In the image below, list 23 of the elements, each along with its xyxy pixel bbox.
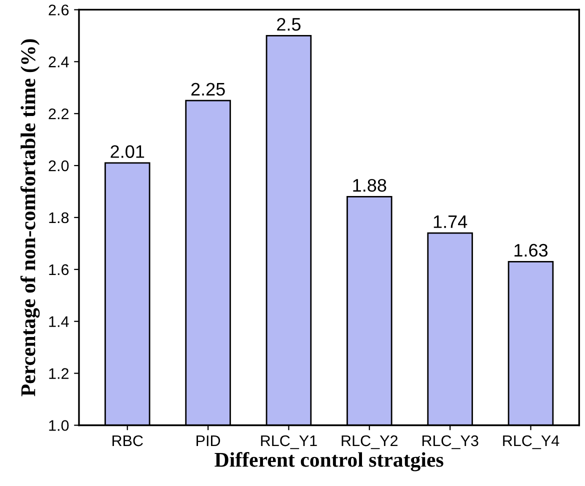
y-tick-label: 1.4 (49, 316, 69, 327)
y-tick-label: 2.4 (48, 56, 69, 68)
data-label: 2.5 (277, 18, 301, 31)
data-label: 1.88 (353, 178, 386, 192)
x-tick-label: PID (196, 436, 220, 446)
y-tick-label: 2.6 (48, 4, 69, 16)
x-tick-label: RLC_Y2 (342, 435, 398, 450)
data-label: 1.63 (514, 244, 548, 257)
data-label: 1.74 (434, 216, 468, 228)
x-tick-label: RBC (112, 435, 143, 446)
x-axis-title: Different control stratgies (214, 452, 444, 472)
y-tick-label: 2.2 (48, 108, 68, 120)
y-axis-title: Percentage of non-comfortable time (%) (20, 39, 40, 396)
x-tick-label: RLC_Y4 (503, 435, 560, 450)
y-tick-label: 2.0 (48, 160, 69, 172)
data-label: 2.01 (110, 145, 144, 158)
x-tick-label: RLC_Y1 (261, 435, 317, 450)
y-tick-label: 1.2 (49, 368, 68, 379)
y-tick-label: 1.0 (49, 420, 69, 431)
y-tick-label: 1.8 (49, 212, 69, 224)
data-label: 2.25 (191, 82, 225, 96)
x-tick-label: RLC_Y3 (422, 435, 478, 450)
y-tick-label: 1.6 (49, 264, 69, 276)
